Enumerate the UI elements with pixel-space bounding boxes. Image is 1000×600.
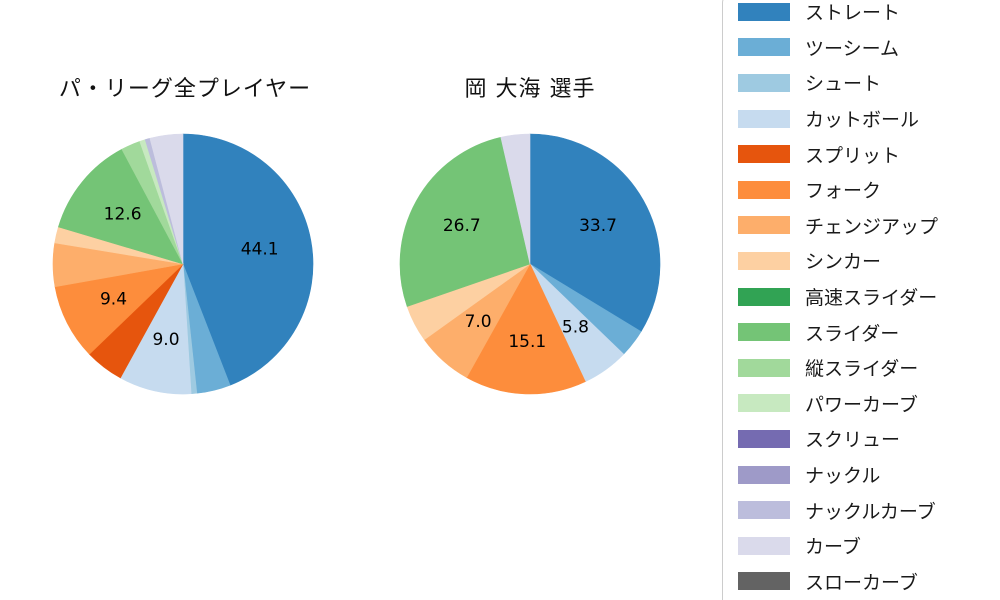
legend-color-swatch bbox=[738, 2, 790, 21]
pie-value-label: 5.8 bbox=[562, 317, 589, 337]
legend-item-label: 縦スライダー bbox=[805, 358, 919, 381]
pie-slice-フォーク bbox=[54, 263, 184, 355]
league-pie-title: パ・リーグ全プレイヤー bbox=[58, 77, 312, 102]
pie-value-label: 26.7 bbox=[443, 216, 481, 236]
pie-player: 33.7 5.8 15.1 7.0 26.7 bbox=[399, 133, 661, 395]
legend-color-swatch bbox=[738, 465, 790, 484]
legend-color-swatch bbox=[738, 358, 790, 377]
legend-item-label: 高速スライダー bbox=[805, 287, 938, 310]
legend-item: スクリュー bbox=[738, 421, 1000, 457]
legend-item: フォーク bbox=[738, 172, 1000, 208]
legend-item: カットボール bbox=[738, 101, 1000, 137]
pie-slice-カーブ bbox=[149, 133, 184, 265]
legend-item-label: スライダー bbox=[805, 322, 900, 345]
legend-item: シュート bbox=[738, 65, 1000, 101]
legend-item: ストレート bbox=[738, 0, 1000, 30]
pie-value-label: 9.0 bbox=[152, 330, 179, 350]
legend-color-swatch bbox=[738, 73, 790, 92]
legend-color-swatch bbox=[738, 429, 790, 448]
legend-color-swatch bbox=[738, 251, 790, 270]
legend-item: スライダー bbox=[738, 314, 1000, 350]
legend-color-swatch bbox=[738, 38, 790, 57]
legend-color-swatch bbox=[738, 394, 790, 413]
legend-color-swatch bbox=[738, 180, 790, 199]
legend-item-label: ストレート bbox=[805, 2, 901, 25]
legend-item-label: カットボール bbox=[805, 109, 920, 132]
pie-value-label: 44.1 bbox=[241, 240, 279, 260]
legend-item: ツーシーム bbox=[738, 30, 1000, 66]
pie-slice-ストレート bbox=[529, 133, 661, 332]
legend-item-label: シュート bbox=[805, 73, 882, 96]
legend-item-label: ナックルカーブ bbox=[805, 500, 936, 523]
legend-item: ナックルカーブ bbox=[738, 492, 1000, 528]
pie-value-label: 15.1 bbox=[508, 332, 546, 352]
legend-item: 高速スライダー bbox=[738, 279, 1000, 315]
legend-item: ナックル bbox=[738, 457, 1000, 493]
legend-color-swatch bbox=[738, 145, 790, 164]
legend-item-label: ツーシーム bbox=[805, 37, 900, 60]
pie-value-label: 33.7 bbox=[579, 216, 617, 236]
pie-slice-スライダー bbox=[399, 136, 531, 307]
legend-color-swatch bbox=[738, 572, 790, 591]
legend-color-swatch bbox=[738, 109, 790, 128]
legend-item-label: シンカー bbox=[805, 251, 882, 274]
legend-item: パワーカーブ bbox=[738, 386, 1000, 422]
legend-item-label: ナックル bbox=[805, 465, 881, 488]
legend-item: カーブ bbox=[738, 528, 1000, 564]
pitch-type-legend: ストレートツーシームシュートカットボール スプリットフォークチェンジアップ シンカー… bbox=[722, 0, 1000, 600]
legend-item-label: スクリュー bbox=[805, 429, 901, 452]
legend-color-swatch bbox=[738, 501, 790, 520]
legend-color-swatch bbox=[738, 323, 790, 342]
legend-item-label: カーブ bbox=[805, 536, 861, 559]
pie-league-average: 44.1 9.0 9.4 12.6 bbox=[52, 133, 314, 395]
legend-item-label: パワーカーブ bbox=[805, 393, 918, 416]
legend-item: チェンジアップ bbox=[738, 208, 1000, 244]
legend-item-label: スプリット bbox=[805, 144, 901, 167]
pie-slice-ストレート bbox=[182, 133, 314, 386]
legend-item: シンカー bbox=[738, 243, 1000, 279]
pie-slice-フォーク bbox=[466, 263, 586, 395]
pie-value-label: 7.0 bbox=[465, 312, 492, 332]
pie-value-label: 9.4 bbox=[100, 289, 127, 309]
legend-item-label: フォーク bbox=[805, 180, 882, 203]
legend-item-label: チェンジアップ bbox=[805, 215, 939, 238]
pie-slice-カーブ bbox=[500, 133, 531, 265]
legend-item: 縦スライダー bbox=[738, 350, 1000, 386]
pie-slice-スライダー bbox=[58, 148, 184, 265]
player-pie-title: 岡 大海 選手 bbox=[464, 77, 596, 102]
legend-item: スプリット bbox=[738, 136, 1000, 172]
legend-item-label: スローカーブ bbox=[805, 571, 918, 594]
legend-color-swatch bbox=[738, 287, 790, 306]
pie-value-label: 12.6 bbox=[104, 205, 142, 225]
legend-color-swatch bbox=[738, 536, 790, 555]
legend-color-swatch bbox=[738, 216, 790, 235]
legend-item: スローカーブ bbox=[738, 564, 1000, 600]
